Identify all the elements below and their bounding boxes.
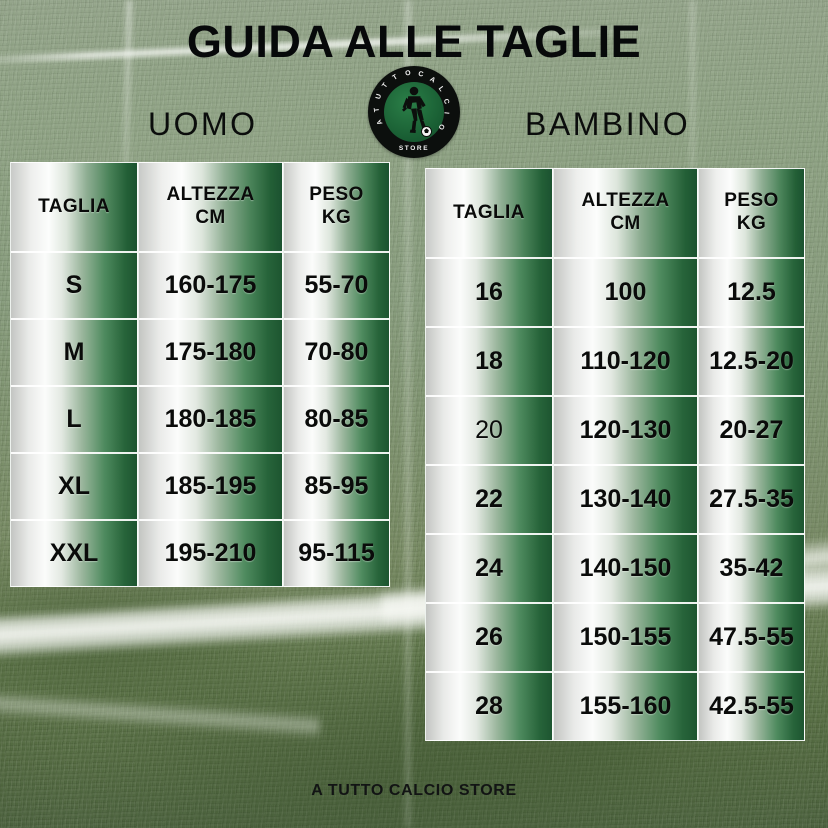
column-header-altezza: ALTEZZA CM bbox=[138, 162, 283, 252]
column-header-line: CM bbox=[195, 207, 226, 228]
logo-arc-letter: A bbox=[428, 75, 437, 85]
table-row: XXL 195-210 95-115 bbox=[10, 520, 390, 587]
table-header-row: TAGLIA ALTEZZA CM PESO KG bbox=[425, 168, 805, 258]
cell-peso: 27.5-35 bbox=[698, 465, 805, 534]
column-header-altezza: ALTEZZA CM bbox=[553, 168, 698, 258]
logo-arc-letter: O bbox=[404, 69, 412, 78]
cell-altezza: 130-140 bbox=[553, 465, 698, 534]
cell-peso: 47.5-55 bbox=[698, 603, 805, 672]
table-row: 16 100 12.5 bbox=[425, 258, 805, 327]
cell-peso: 35-42 bbox=[698, 534, 805, 603]
table-row: S 160-175 55-70 bbox=[10, 252, 390, 319]
table-row: XL 185-195 85-95 bbox=[10, 453, 390, 520]
cell-peso: 95-115 bbox=[283, 520, 390, 587]
cell-altezza: 180-185 bbox=[138, 386, 283, 453]
page-title: GUIDA ALLE TAGLIE bbox=[186, 16, 642, 67]
section-caption-bambino: BAMBINO bbox=[525, 106, 691, 142]
cell-altezza: 185-195 bbox=[138, 453, 283, 520]
size-table-uomo: TAGLIA ALTEZZA CM PESO KG S 160-175 55-70 M 175-1… bbox=[10, 162, 390, 587]
cell-taglia: XXL bbox=[10, 520, 138, 587]
cell-peso: 20-27 bbox=[698, 396, 805, 465]
logo-arc-letter: O bbox=[436, 122, 446, 131]
table-row: M 175-180 70-80 bbox=[10, 319, 390, 386]
cell-altezza: 195-210 bbox=[138, 520, 283, 587]
logo-arc-letter: I bbox=[442, 111, 450, 115]
cell-peso: 55-70 bbox=[283, 252, 390, 319]
cell-taglia: 20 bbox=[425, 396, 553, 465]
column-header-taglia: TAGLIA bbox=[10, 162, 138, 252]
cell-peso: 12.5-20 bbox=[698, 327, 805, 396]
size-table-bambino: TAGLIA ALTEZZA CM PESO KG 16 100 12.5 18 110-120 1… bbox=[425, 168, 805, 741]
cell-altezza: 150-155 bbox=[553, 603, 698, 672]
cell-altezza: 155-160 bbox=[553, 672, 698, 741]
column-header-line: ALTEZZA bbox=[166, 184, 255, 206]
cell-taglia: XL bbox=[10, 453, 138, 520]
table-row: L 180-185 80-85 bbox=[10, 386, 390, 453]
table-row: 22 130-140 27.5-35 bbox=[425, 465, 805, 534]
logo-arc-letter: T bbox=[373, 107, 382, 113]
logo-arc-letter: U bbox=[375, 93, 384, 101]
cell-taglia: S bbox=[10, 252, 138, 319]
column-header-line: TAGLIA bbox=[38, 195, 110, 217]
table-row: 24 140-150 35-42 bbox=[425, 534, 805, 603]
cell-taglia: L bbox=[10, 386, 138, 453]
cell-altezza: 140-150 bbox=[553, 534, 698, 603]
logo-arc-letter: T bbox=[391, 73, 399, 82]
cell-peso: 85-95 bbox=[283, 453, 390, 520]
cell-peso: 80-85 bbox=[283, 386, 390, 453]
cell-taglia: 22 bbox=[425, 465, 553, 534]
cell-altezza: 160-175 bbox=[138, 252, 283, 319]
cell-taglia: 26 bbox=[425, 603, 553, 672]
column-header-line: ALTEZZA bbox=[581, 190, 670, 212]
column-header-line: TAGLIA bbox=[453, 201, 525, 223]
table-row: 28 155-160 42.5-55 bbox=[425, 672, 805, 741]
field-line-vertical-right bbox=[690, 0, 695, 300]
cell-taglia: M bbox=[10, 319, 138, 386]
column-header-line: PESO bbox=[309, 184, 364, 206]
column-header-taglia: TAGLIA bbox=[425, 168, 553, 258]
column-header-line: CM bbox=[610, 213, 641, 234]
cell-taglia: 28 bbox=[425, 672, 553, 741]
cell-taglia: 24 bbox=[425, 534, 553, 603]
cell-altezza: 100 bbox=[553, 258, 698, 327]
field-line-vertical-center bbox=[405, 0, 411, 828]
table-row: 20 120-130 20-27 bbox=[425, 396, 805, 465]
cell-taglia: 16 bbox=[425, 258, 553, 327]
cell-altezza: 120-130 bbox=[553, 396, 698, 465]
logo-arc-letter: L bbox=[436, 85, 445, 94]
column-header-line: KG bbox=[321, 207, 352, 228]
table-row: 18 110-120 12.5-20 bbox=[425, 327, 805, 396]
cell-peso: 70-80 bbox=[283, 319, 390, 386]
cell-peso: 42.5-55 bbox=[698, 672, 805, 741]
logo-arc-letter: A bbox=[375, 118, 385, 126]
logo-arc-letter: C bbox=[441, 98, 450, 105]
soccer-player-icon bbox=[402, 86, 432, 137]
logo-arc-letter: T bbox=[381, 82, 390, 90]
cell-altezza: 110-120 bbox=[553, 327, 698, 396]
column-header-peso: PESO KG bbox=[283, 162, 390, 252]
column-header-line: PESO bbox=[724, 190, 779, 212]
table-header-row: TAGLIA ALTEZZA CM PESO KG bbox=[10, 162, 390, 252]
footer-brand-text: A TUTTO CALCIO STORE bbox=[311, 782, 517, 799]
logo-store-text: STORE bbox=[398, 145, 430, 152]
table-row: 26 150-155 47.5-55 bbox=[425, 603, 805, 672]
cell-peso: 12.5 bbox=[698, 258, 805, 327]
column-header-peso: PESO KG bbox=[698, 168, 805, 258]
cell-taglia: 18 bbox=[425, 327, 553, 396]
logo-arc-letter: C bbox=[417, 70, 424, 79]
cell-altezza: 175-180 bbox=[138, 319, 283, 386]
section-caption-uomo: UOMO bbox=[148, 106, 258, 142]
column-header-line: KG bbox=[736, 213, 767, 234]
